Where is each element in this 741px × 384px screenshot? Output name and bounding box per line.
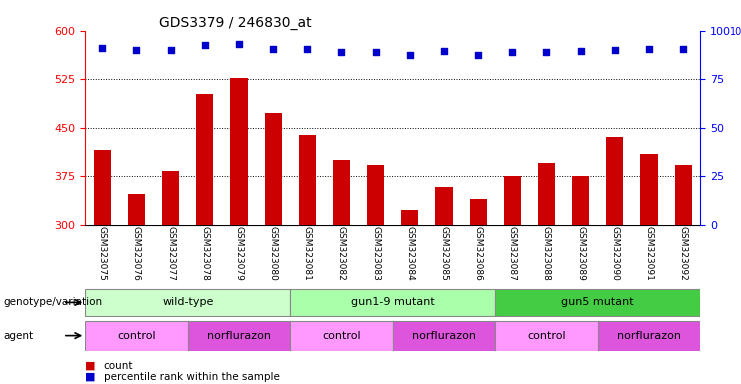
Point [268, 46, 279, 52]
Bar [504, 176, 521, 225]
Bar [606, 137, 623, 225]
Text: GSM323084: GSM323084 [405, 226, 414, 281]
Bar [162, 171, 179, 225]
Point [302, 46, 313, 52]
Bar [290, 289, 495, 316]
Bar [436, 187, 453, 225]
Bar [94, 150, 111, 225]
Point [165, 47, 176, 53]
Text: ■: ■ [85, 372, 96, 382]
Text: GSM323086: GSM323086 [473, 226, 482, 281]
Bar [85, 321, 187, 351]
Point [336, 49, 348, 55]
Text: GSM323075: GSM323075 [98, 226, 107, 281]
Bar [572, 176, 589, 225]
Text: control: control [527, 331, 566, 341]
Text: percentile rank within the sample: percentile rank within the sample [104, 372, 279, 382]
Text: GSM323088: GSM323088 [542, 226, 551, 281]
Point [540, 49, 552, 55]
Text: GSM323078: GSM323078 [200, 226, 209, 281]
Text: norflurazon: norflurazon [617, 331, 681, 341]
Text: wild-type: wild-type [162, 297, 213, 308]
Bar [598, 321, 700, 351]
Bar [230, 78, 247, 225]
Text: GDS3379 / 246830_at: GDS3379 / 246830_at [159, 16, 312, 30]
Text: GSM323085: GSM323085 [439, 226, 448, 281]
Bar [538, 163, 555, 225]
Text: GSM323091: GSM323091 [645, 226, 654, 281]
Point [575, 48, 587, 55]
Bar [393, 321, 495, 351]
Text: GSM323092: GSM323092 [679, 226, 688, 281]
Bar [640, 154, 657, 225]
Bar [85, 289, 290, 316]
Bar [299, 136, 316, 225]
Bar [674, 164, 691, 225]
Text: genotype/variation: genotype/variation [4, 297, 103, 308]
Bar [290, 321, 393, 351]
Text: norflurazon: norflurazon [207, 331, 271, 341]
Text: GSM323080: GSM323080 [269, 226, 278, 281]
Point [438, 48, 450, 55]
Point [233, 41, 245, 47]
Text: gun5 mutant: gun5 mutant [562, 297, 634, 308]
Point [130, 47, 142, 53]
Point [199, 42, 210, 48]
Text: GSM323090: GSM323090 [611, 226, 619, 281]
Y-axis label: 100%: 100% [730, 27, 741, 37]
Bar [367, 164, 384, 225]
Text: GSM323087: GSM323087 [508, 226, 516, 281]
Text: norflurazon: norflurazon [412, 331, 476, 341]
Text: GSM323081: GSM323081 [303, 226, 312, 281]
Bar [495, 321, 598, 351]
Point [370, 49, 382, 55]
Text: GSM323079: GSM323079 [234, 226, 244, 281]
Point [472, 52, 484, 58]
Bar [265, 113, 282, 225]
Point [506, 49, 518, 55]
Point [643, 46, 655, 52]
Bar [187, 321, 290, 351]
Bar [196, 94, 213, 225]
Text: gun1-9 mutant: gun1-9 mutant [350, 297, 435, 308]
Point [404, 52, 416, 58]
Text: GSM323076: GSM323076 [132, 226, 141, 281]
Text: GSM323089: GSM323089 [576, 226, 585, 281]
Text: count: count [104, 361, 133, 371]
Point [609, 47, 621, 53]
Bar [402, 210, 419, 225]
Text: agent: agent [4, 331, 34, 341]
Text: GSM323083: GSM323083 [371, 226, 380, 281]
Text: control: control [117, 331, 156, 341]
Bar [333, 160, 350, 225]
Bar [470, 199, 487, 225]
Text: GSM323077: GSM323077 [166, 226, 175, 281]
Point [677, 46, 689, 52]
Text: GSM323082: GSM323082 [337, 226, 346, 281]
Bar [495, 289, 700, 316]
Text: ■: ■ [85, 361, 96, 371]
Text: control: control [322, 331, 361, 341]
Bar [128, 194, 145, 225]
Point [96, 45, 108, 51]
